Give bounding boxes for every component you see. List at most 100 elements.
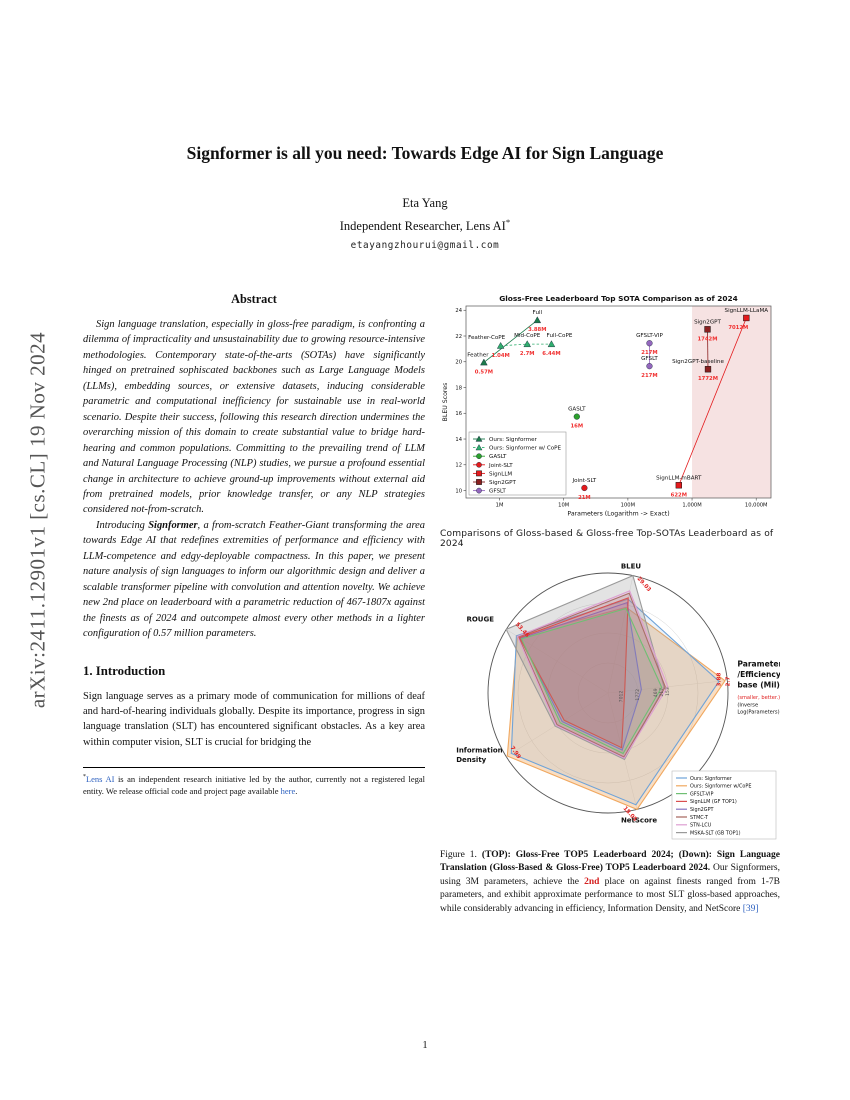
svg-text:GFSLT-VIP: GFSLT-VIP [636, 333, 663, 339]
section-heading-introduction: 1. Introduction [83, 663, 166, 678]
svg-text:Ours: Signformer w/ CoPE: Ours: Signformer w/ CoPE [489, 446, 562, 452]
svg-text:BLEU: BLEU [621, 563, 642, 571]
svg-text:Ours: Signformer: Ours: Signformer [690, 776, 733, 782]
svg-text:Sign2GPT: Sign2GPT [690, 807, 714, 813]
svg-text:217M: 217M [641, 373, 657, 379]
svg-text:base (Mil): base (Mil) [737, 680, 780, 689]
svg-text:Density: Density [456, 756, 486, 764]
svg-text:Sign2GPT-baseline: Sign2GPT-baseline [672, 359, 724, 365]
author-name: Eta Yang [402, 196, 448, 210]
svg-text:1.04M: 1.04M [491, 353, 509, 359]
lens-ai-link[interactable]: Lens AI [85, 774, 115, 785]
svg-text:NetScore: NetScore [621, 816, 657, 824]
svg-text:SignLLM-mBART: SignLLM-mBART [656, 475, 702, 481]
svg-text:6.44M: 6.44M [542, 351, 560, 357]
svg-text:Feather-CoPE: Feather-CoPE [468, 335, 506, 341]
svg-text:Parameters (Logarithm -> Exact: Parameters (Logarithm -> Exact) [567, 511, 669, 518]
subfigure-caption: Comparisons of Gloss-based & Gloss-free … [440, 529, 774, 549]
signformer-keyword: Signformer [148, 519, 198, 531]
svg-text:7012: 7012 [618, 691, 624, 703]
svg-text:BLEU Scores: BLEU Scores [442, 383, 449, 422]
svg-text:10: 10 [455, 488, 462, 494]
rank-highlight: 2nd [584, 876, 600, 887]
author-email: etayangzhourui@gmail.com [350, 240, 500, 251]
svg-text:10M: 10M [558, 503, 569, 509]
left-column: Abstract Sign language translation, espe… [83, 292, 425, 797]
svg-text:Ours: Signformer: Ours: Signformer [489, 437, 538, 443]
svg-text:Full-CoPE: Full-CoPE [547, 333, 573, 339]
svg-text:217: 217 [659, 688, 665, 697]
figure-label: Figure 1. [440, 850, 482, 860]
svg-text:(Inverse: (Inverse [737, 702, 758, 708]
svg-text:14: 14 [455, 437, 462, 443]
svg-text:469: 469 [653, 688, 659, 697]
svg-text:0.57M: 0.57M [475, 369, 493, 375]
svg-text:3.88M: 3.88M [528, 327, 546, 333]
svg-text:STMC-T: STMC-T [690, 815, 708, 821]
svg-text:Gloss-Free Leaderboard Top SOT: Gloss-Free Leaderboard Top SOTA Comparis… [499, 294, 738, 303]
author-affiliation: Independent Researcher, Lens AI* [339, 217, 511, 234]
svg-text:Parameter: Parameter [737, 659, 780, 668]
svg-text:12: 12 [455, 463, 462, 469]
svg-text:153: 153 [665, 687, 671, 696]
svg-text:Joint-SLT: Joint-SLT [572, 478, 597, 484]
abstract-paragraph-2: Introducing Signformer, a from-scratch F… [83, 519, 425, 640]
svg-text:GASLT: GASLT [489, 454, 507, 460]
svg-text:1772: 1772 [635, 689, 641, 701]
svg-text:Feather: Feather [467, 352, 489, 358]
svg-text:Full: Full [533, 310, 543, 316]
svg-text:ROUGE: ROUGE [466, 615, 494, 623]
arxiv-sidebar-banner: arXiv:2411.12901v1 [cs.CL] 19 Nov 2024 [25, 331, 50, 709]
svg-text:SignLLM: SignLLM [489, 471, 512, 477]
svg-text:(smaller, better.): (smaller, better.) [737, 695, 780, 701]
svg-text:622M: 622M [671, 492, 687, 498]
svg-text:100M: 100M [621, 503, 635, 509]
svg-text:Mid-CoPE: Mid-CoPE [514, 333, 541, 339]
svg-text:2.7M: 2.7M [520, 351, 535, 357]
svg-text:SignLLM (GF TOP1): SignLLM (GF TOP1) [690, 799, 737, 805]
svg-text:7012M: 7012M [728, 325, 748, 331]
svg-text:Ours: Signformer w/CoPE: Ours: Signformer w/CoPE [690, 784, 751, 790]
citation-39[interactable]: [39] [742, 903, 759, 914]
svg-text:1M: 1M [496, 503, 504, 509]
paper-title: Signformer is all you need: Towards Edge… [186, 143, 664, 163]
svg-text:16: 16 [455, 411, 462, 417]
svg-text:Joint-SLT: Joint-SLT [488, 463, 513, 469]
scatter-plot-gloss-free-leaderboard: Gloss-Free Leaderboard Top SOTA Comparis… [442, 294, 772, 518]
svg-text:GFSLT: GFSLT [641, 356, 658, 362]
svg-text:22: 22 [455, 334, 462, 340]
right-column: Gloss-Free Leaderboard Top SOTA Comparis… [440, 292, 780, 916]
footnote-star: * [83, 774, 86, 781]
svg-text:24: 24 [455, 308, 462, 314]
svg-text:GASLT: GASLT [568, 407, 586, 413]
figure-1-caption: Figure 1. (TOP): Gloss-Free TOP5 Leaderb… [440, 850, 780, 914]
svg-text:STN-LCU: STN-LCU [690, 823, 712, 829]
svg-text:20: 20 [455, 360, 462, 366]
svg-text:Sign2GPT: Sign2GPT [489, 480, 516, 486]
svg-text:3.88: 3.88 [716, 673, 722, 687]
svg-text:217M: 217M [641, 350, 657, 356]
svg-text:1,000M: 1,000M [682, 503, 701, 509]
svg-text:/Efficiency: /Efficiency [737, 670, 780, 679]
svg-text:10,000M: 10,000M [745, 503, 768, 509]
svg-text:GFSLT-VIP: GFSLT-VIP [690, 791, 713, 797]
svg-text:Information: Information [456, 747, 502, 755]
svg-text:GFSLT: GFSLT [489, 489, 506, 495]
svg-text:SignLLM-LLaMA: SignLLM-LLaMA [725, 308, 769, 314]
page-number: 1 [422, 1040, 428, 1051]
svg-text:Log(Parameters)): Log(Parameters)) [737, 709, 780, 715]
svg-text:1772M: 1772M [698, 376, 718, 382]
svg-text:1742M: 1742M [698, 336, 718, 342]
affiliation-footnote-mark: * [505, 217, 511, 227]
introduction-paragraph: Sign language serves as a primary mode o… [83, 690, 425, 748]
footnote: *Lens AI is an independent research init… [83, 767, 425, 797]
abstract-paragraph-1: Sign language translation, especially in… [83, 319, 425, 516]
svg-text:MSKA-SLT (GB TOP1): MSKA-SLT (GB TOP1) [690, 830, 741, 836]
svg-text:Sign2GPT: Sign2GPT [694, 319, 721, 325]
project-page-link[interactable]: here [280, 785, 296, 796]
svg-text:16M: 16M [570, 424, 583, 430]
abstract-heading: Abstract [231, 292, 277, 306]
svg-text:21M: 21M [578, 495, 591, 501]
